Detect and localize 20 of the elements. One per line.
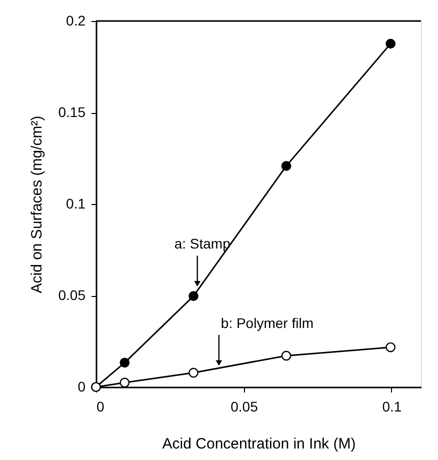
annotation: a: Stamp — [174, 236, 231, 252]
y-axis-title: Acid on Surfaces (mg/cm²) — [28, 116, 46, 294]
x-axis-title: Acid Concentration in Ink (M) — [162, 436, 356, 452]
point — [386, 342, 396, 352]
y-tick-label: 0 — [78, 378, 86, 394]
point — [188, 368, 198, 378]
point — [188, 291, 198, 301]
x-tick-label: 0.1 — [382, 398, 402, 414]
annotation: b: Polymer film — [220, 314, 314, 331]
point — [120, 378, 130, 388]
x-tick-label: 0.05 — [230, 398, 258, 414]
y-tick-label: 0.15 — [58, 104, 86, 120]
point — [281, 161, 292, 171]
y-tick-label: 0.1 — [66, 196, 86, 212]
x-tick-label: 0 — [96, 398, 104, 414]
point — [281, 350, 292, 361]
point — [120, 358, 130, 368]
point — [386, 38, 396, 49]
y-tick-label: 0.2 — [66, 12, 86, 28]
y-tick-label: 0.05 — [58, 287, 86, 303]
